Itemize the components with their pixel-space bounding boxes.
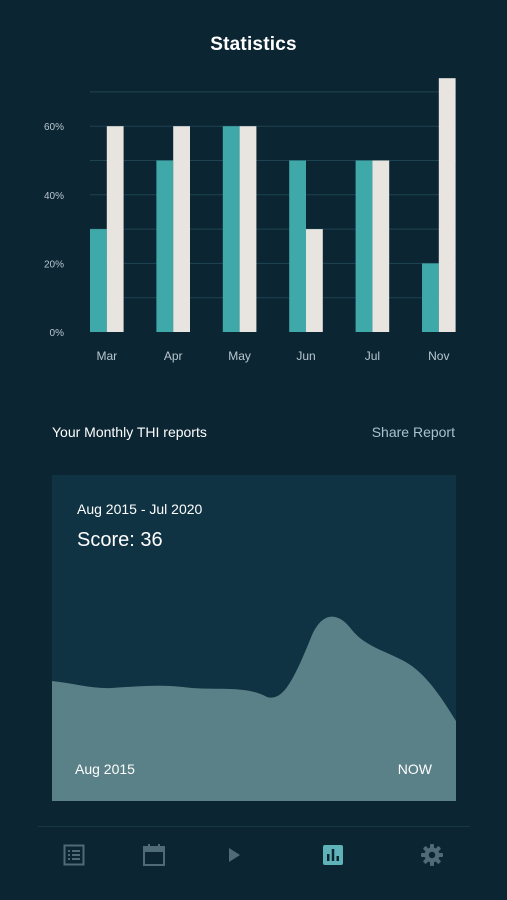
report-date-range: Aug 2015 - Jul 2020 [77, 501, 203, 517]
trend-end-label: NOW [397, 761, 432, 777]
thi-report-card[interactable]: Aug 2015 - Jul 2020 Score: 36 Aug 2015 N… [52, 475, 456, 801]
list-icon [63, 844, 85, 866]
stats-icon [323, 845, 343, 865]
bar-series2-may [239, 126, 257, 332]
x-tick-label: Mar [96, 349, 117, 363]
y-tick-label: 0% [50, 328, 65, 339]
y-tick-label: 60% [44, 122, 64, 133]
reports-section-title: Your Monthly THI reports [52, 424, 207, 440]
report-score: Score: 36 [77, 529, 163, 552]
bar-series1-jun [289, 160, 306, 332]
tab-play[interactable] [215, 836, 253, 874]
x-tick-label: Nov [428, 349, 449, 363]
bar-series1-mar [90, 229, 107, 332]
gear-icon [421, 844, 443, 866]
bar-series1-apr [156, 160, 174, 332]
y-tick-label: 40% [44, 191, 64, 202]
tab-settings[interactable] [413, 836, 451, 874]
trend-start-label: Aug 2015 [75, 761, 135, 777]
score-label: Score: [77, 529, 135, 551]
y-tick-label: 20% [44, 259, 64, 270]
x-tick-label: Jul [365, 349, 380, 363]
calendar-icon [143, 844, 165, 866]
bar-series2-nov [438, 78, 456, 333]
bar-series1-nov [422, 263, 439, 332]
score-value: 36 [140, 529, 163, 551]
thi-trend-fill [52, 616, 456, 801]
page-title: Statistics [210, 34, 297, 55]
bar-series1-jul [355, 160, 373, 332]
x-tick-label: May [228, 349, 251, 363]
bar-series1-may [222, 126, 240, 332]
bar-series2-mar [106, 126, 124, 332]
tab-list[interactable] [55, 836, 93, 874]
bar-series2-apr [173, 126, 190, 332]
share-report-button[interactable]: Share Report [371, 424, 455, 440]
tab-stats[interactable] [314, 836, 352, 874]
tab-calendar[interactable] [135, 836, 173, 874]
play-icon [229, 848, 240, 862]
bottom-tab-bar [0, 836, 507, 874]
bar-series2-jul [372, 160, 390, 332]
bar-series2-jun [306, 229, 323, 332]
x-tick-label: Apr [164, 349, 183, 363]
thi-trend-area [52, 616, 456, 801]
bar-chart: 0% 20% 40% 60% Mar Apr May Jun Jul Nov [44, 78, 456, 363]
tabbar-divider [38, 826, 470, 827]
x-tick-label: Jun [296, 349, 315, 363]
